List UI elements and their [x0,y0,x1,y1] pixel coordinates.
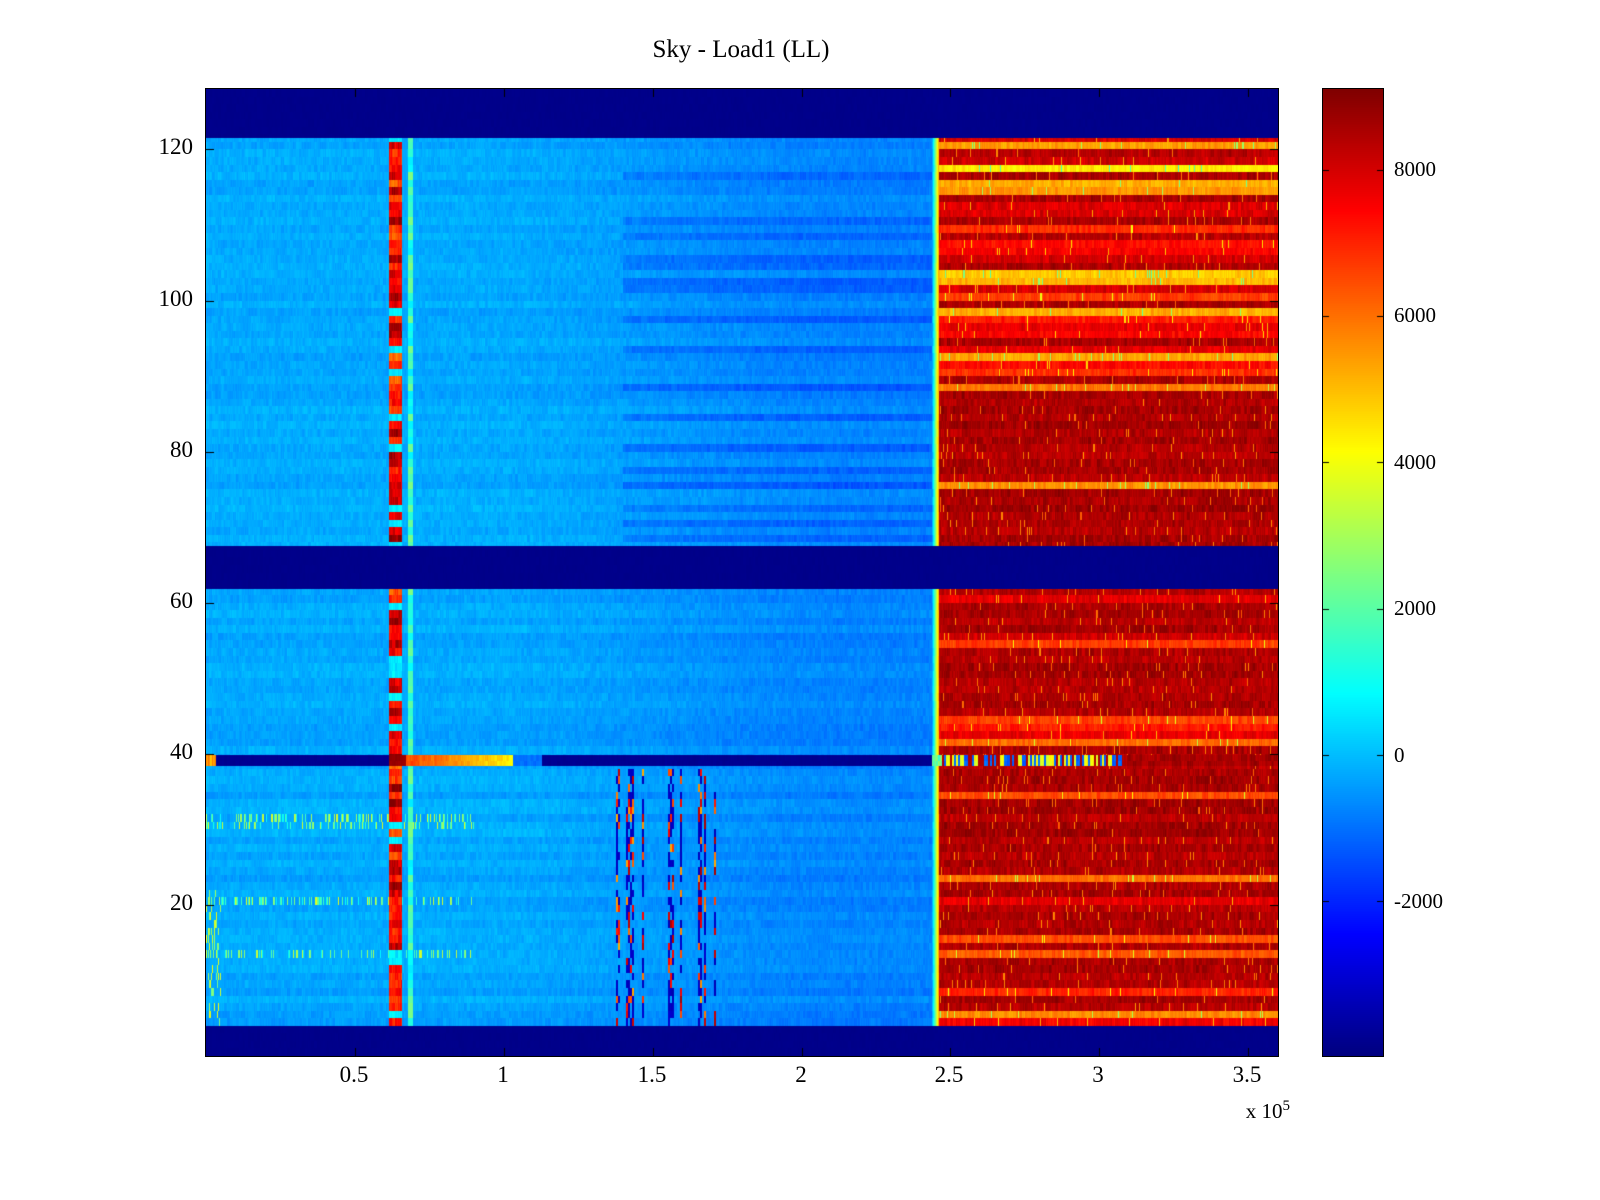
colorbar-tick-label: 4000 [1394,450,1436,474]
colorbar-canvas [1322,88,1384,1057]
x-tick-label: 1.5 [637,1062,667,1087]
y-tick-label: 80 [170,437,193,462]
heatmap-canvas [205,88,1279,1057]
x-axis-multiplier-exponent: 5 [1282,1098,1291,1114]
x-tick-label: 3.5 [1232,1062,1262,1087]
y-tick-label: 40 [170,739,193,764]
x-tick-label: 1 [497,1062,509,1087]
y-tick-label: 20 [170,890,193,915]
colorbar-tick-label: 2000 [1394,596,1436,620]
colorbar-tick-label: 8000 [1394,157,1436,181]
colorbar-tick-label: 6000 [1394,303,1436,327]
y-tick-label: 120 [158,134,194,159]
x-tick-label: 2.5 [934,1062,964,1087]
x-tick-label: 0.5 [339,1062,369,1087]
colorbar-tick-label: 0 [1394,743,1405,767]
chart-title: Sky - Load1 (LL) [652,36,830,63]
x-tick-label: 2 [795,1062,807,1087]
y-tick-label: 100 [158,286,194,311]
x-axis-multiplier-prefix: x 10 [1245,1099,1283,1123]
x-tick-label: 3 [1092,1062,1104,1087]
y-tick-label: 60 [170,588,193,613]
colorbar-tick-label: -2000 [1394,889,1443,913]
x-axis-multiplier: x 105 [1178,1098,1290,1124]
